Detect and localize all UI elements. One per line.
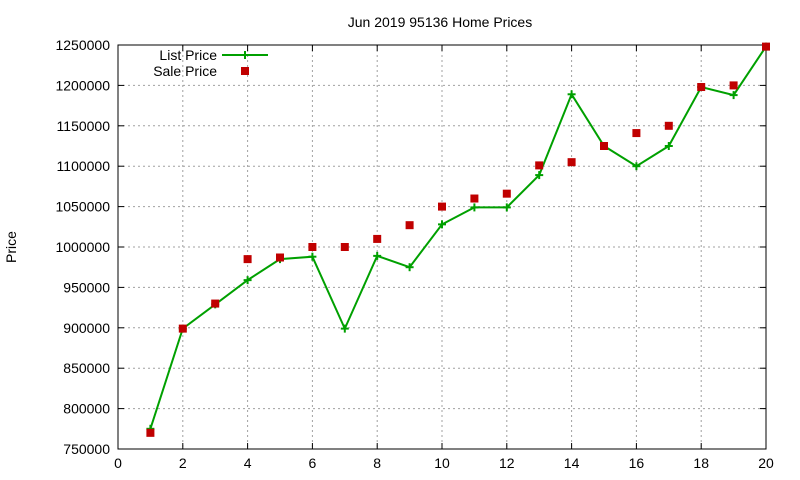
plot-area xyxy=(146,42,770,437)
x-tick-label: 10 xyxy=(434,455,450,471)
x-tick-label: 14 xyxy=(564,455,580,471)
legend-label-list-price: List Price xyxy=(159,47,217,63)
sale-price-point xyxy=(438,202,446,211)
list-price-point xyxy=(438,220,446,229)
sale-price-point xyxy=(697,83,706,92)
sale-price-point xyxy=(178,324,187,333)
sale-price-point xyxy=(340,243,349,251)
sale-price-point xyxy=(146,428,155,437)
x-tick-label: 4 xyxy=(244,455,252,471)
sale-price-point xyxy=(405,221,414,230)
y-tick-label: 850000 xyxy=(63,360,110,376)
x-tick-label: 2 xyxy=(179,455,187,471)
legend-label-sale-price: Sale Price xyxy=(153,63,217,79)
list-price-point xyxy=(373,251,382,260)
list-price-point xyxy=(405,263,414,272)
y-tick-label: 1050000 xyxy=(55,199,110,215)
y-tick-label: 1250000 xyxy=(55,37,110,53)
chart-title: Jun 2019 95136 Home Prices xyxy=(348,14,532,30)
sale-price-point xyxy=(729,81,738,90)
y-tick-label: 900000 xyxy=(63,320,110,336)
x-tick-label: 18 xyxy=(693,455,709,471)
legend: List Price Sale Price xyxy=(153,47,268,79)
sale-price-point xyxy=(632,129,641,138)
x-tick-label: 20 xyxy=(758,455,774,471)
y-axis-label: Price xyxy=(3,231,19,263)
sale-price-point xyxy=(762,42,770,51)
sale-price-point xyxy=(211,299,220,308)
y-tick-label: 800000 xyxy=(63,401,110,417)
list-price-point xyxy=(567,90,576,99)
sale-price-point xyxy=(276,253,284,262)
y-tick-label: 750000 xyxy=(63,441,110,457)
sale-price-point xyxy=(535,161,544,170)
list-price-point xyxy=(729,91,738,100)
x-tick-label: 8 xyxy=(373,455,381,471)
list-price-point xyxy=(243,276,252,285)
list-price-point xyxy=(632,162,641,171)
list-price-line xyxy=(149,46,767,430)
sale-price-point xyxy=(600,142,608,150)
sale-price-point xyxy=(502,189,511,198)
y-tick-label: 950000 xyxy=(63,279,110,295)
legend-marker-sale-price xyxy=(241,67,249,75)
sale-price-point xyxy=(243,255,252,264)
list-price-point xyxy=(470,203,479,212)
sale-price-point xyxy=(470,194,479,203)
sale-price-point xyxy=(373,234,382,243)
x-tick-label: 0 xyxy=(114,455,122,471)
x-tick-label: 16 xyxy=(629,455,645,471)
x-tick-label: 12 xyxy=(499,455,515,471)
sale-price-point xyxy=(567,158,576,167)
grid xyxy=(118,45,766,449)
y-tick-label: 1150000 xyxy=(57,118,111,134)
y-tick-label: 1000000 xyxy=(55,239,110,255)
axes: 0 2 4 6 8 10 12 14 16 18 20 750000 800000 850000 90000… xyxy=(55,37,774,471)
list-price-point xyxy=(308,252,317,261)
list-price-point xyxy=(502,203,511,212)
sale-price-point xyxy=(308,243,317,251)
list-price-point xyxy=(535,171,544,180)
list-price-point xyxy=(340,324,349,333)
list-price-point xyxy=(664,142,673,150)
y-tick-label: 1100000 xyxy=(57,158,111,174)
y-tick-label: 1200000 xyxy=(55,77,110,93)
x-tick-label: 6 xyxy=(309,455,317,471)
sale-price-point xyxy=(664,121,673,130)
